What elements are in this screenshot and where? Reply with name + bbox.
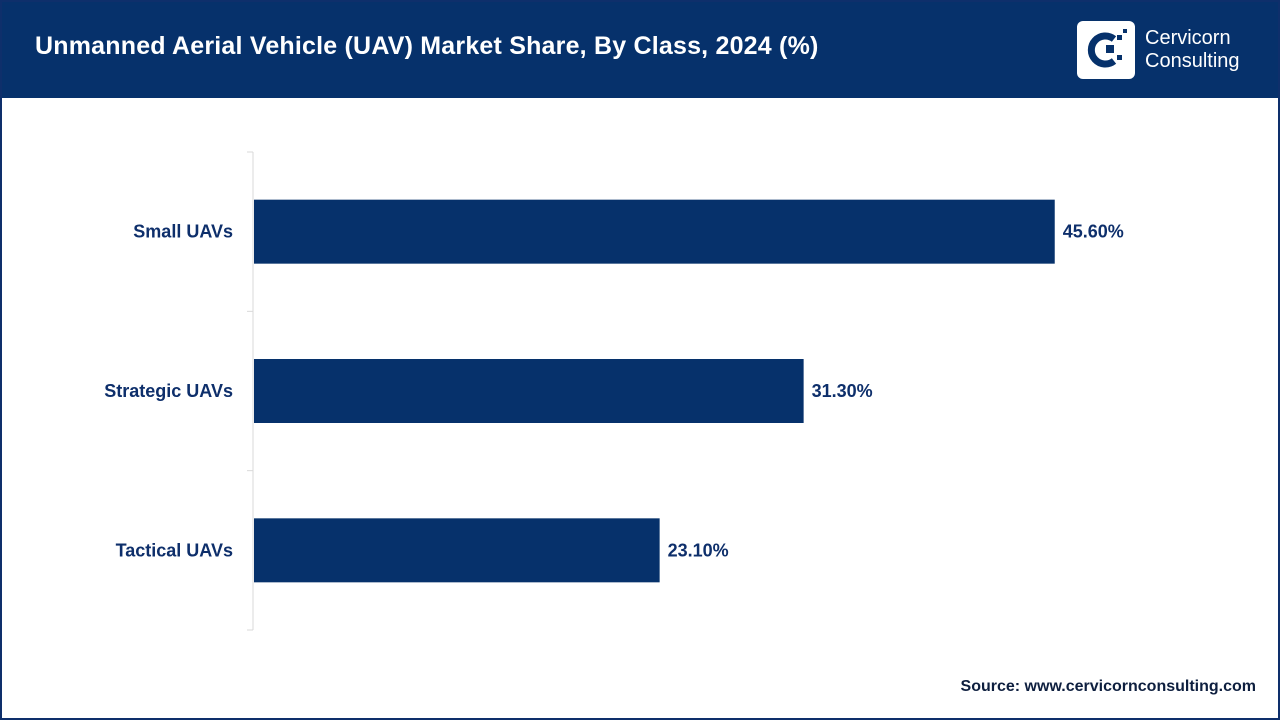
logo-line-2: Consulting [1145, 50, 1240, 72]
chart-title: Unmanned Aerial Vehicle (UAV) Market Sha… [35, 32, 819, 60]
category-label: Strategic UAVs [104, 381, 233, 401]
header-bar: Unmanned Aerial Vehicle (UAV) Market Sha… [2, 2, 1278, 98]
category-label: Tactical UAVs [116, 540, 233, 560]
data-label: 45.60% [1063, 222, 1124, 242]
category-label: Small UAVs [133, 222, 233, 242]
bar-strategic-uavs [254, 359, 804, 423]
bar-tactical-uavs [254, 518, 660, 583]
bar-small-uavs [254, 199, 1055, 264]
logo-line-1: Cervicorn [1145, 27, 1231, 49]
logo-c-icon [1087, 29, 1127, 68]
data-label: 31.30% [812, 381, 873, 401]
source-note: Source: www.cervicornconsulting.com [960, 678, 1256, 695]
data-label: 23.10% [668, 540, 729, 560]
company-logo: Cervicorn Consulting [1077, 21, 1277, 83]
logo-mark [1077, 21, 1135, 79]
logo-wordmark: Cervicorn Consulting [1145, 27, 1240, 73]
